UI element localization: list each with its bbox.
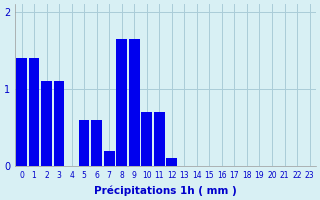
Bar — [29, 58, 39, 166]
Bar — [79, 120, 90, 166]
Bar — [54, 81, 64, 166]
Bar — [104, 151, 115, 166]
Bar — [116, 39, 127, 166]
Bar — [154, 112, 164, 166]
Bar — [141, 112, 152, 166]
Bar — [16, 58, 27, 166]
X-axis label: Précipitations 1h ( mm ): Précipitations 1h ( mm ) — [94, 185, 237, 196]
Bar — [41, 81, 52, 166]
Bar — [91, 120, 102, 166]
Bar — [129, 39, 140, 166]
Bar — [166, 158, 177, 166]
